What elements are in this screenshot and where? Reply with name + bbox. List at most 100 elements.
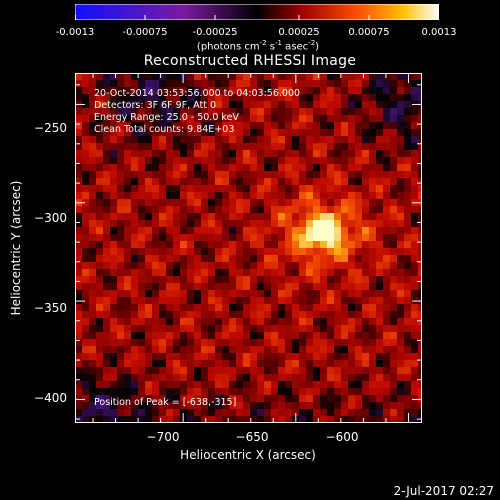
heatmap-cell: [404, 395, 412, 403]
heatmap-cell: [404, 206, 412, 214]
heatmap-cell: [82, 73, 90, 81]
heatmap-cell: [334, 220, 342, 228]
heatmap-cell: [131, 381, 139, 389]
heatmap-cell: [285, 199, 293, 207]
heatmap-cell: [299, 269, 307, 277]
heatmap-cell: [173, 185, 181, 193]
heatmap-cell: [390, 101, 398, 109]
heatmap-cell: [250, 339, 258, 347]
heatmap-cell: [362, 108, 370, 116]
heatmap-cell: [264, 101, 272, 109]
heatmap-cell: [418, 311, 422, 319]
heatmap-cell: [110, 276, 118, 284]
heatmap-cell: [229, 388, 237, 396]
heatmap-cell: [89, 283, 97, 291]
heatmap-cell: [299, 297, 307, 305]
heatmap-cell: [222, 94, 230, 102]
heatmap-cell: [117, 353, 125, 361]
heatmap-cell: [159, 80, 167, 88]
heatmap-cell: [285, 115, 293, 123]
heatmap-cell: [110, 80, 118, 88]
y-tick-label: −400: [34, 391, 67, 405]
colorbar-tick-label: -0.00025: [192, 27, 238, 38]
heatmap-cell: [397, 367, 405, 375]
heatmap-cell: [215, 304, 223, 312]
heatmap-cell: [278, 129, 286, 137]
heatmap-cell: [320, 157, 328, 165]
heatmap-cell: [334, 80, 342, 88]
heatmap-cell: [320, 220, 328, 228]
heatmap-cell: [334, 73, 342, 81]
heatmap-cell: [75, 129, 83, 137]
heatmap-cell: [362, 136, 370, 144]
heatmap-cell: [348, 409, 356, 417]
heatmap-cell: [243, 171, 251, 179]
heatmap-cell: [124, 164, 132, 172]
heatmap-cell: [278, 178, 286, 186]
heatmap-cell: [180, 164, 188, 172]
heatmap-cell: [355, 164, 363, 172]
heatmap-cell: [369, 297, 377, 305]
heatmap-cell: [271, 255, 279, 263]
heatmap-cell: [124, 129, 132, 137]
heatmap-cell: [173, 297, 181, 305]
heatmap-cell: [75, 206, 83, 214]
heatmap-cell: [145, 297, 153, 305]
heatmap-cell: [341, 122, 349, 130]
heatmap-cell: [159, 318, 167, 326]
heatmap-cell: [180, 395, 188, 403]
heatmap-cell: [215, 178, 223, 186]
heatmap-cell: [299, 304, 307, 312]
heatmap-cell: [285, 283, 293, 291]
heatmap-cell: [334, 157, 342, 165]
heatmap-cell: [173, 73, 181, 81]
heatmap-cell: [313, 157, 321, 165]
heatmap-cell: [376, 311, 384, 319]
heatmap-cell: [250, 367, 258, 375]
heatmap-cell: [222, 339, 230, 347]
heatmap-cell: [138, 409, 146, 417]
heatmap-cell: [397, 213, 405, 221]
heatmap-cell: [355, 171, 363, 179]
heatmap-cell: [110, 339, 118, 347]
heatmap-cell: [299, 150, 307, 158]
heatmap-cell: [257, 241, 265, 249]
heatmap-cell: [166, 213, 174, 221]
heatmap-cell: [320, 87, 328, 95]
heatmap-cell: [320, 122, 328, 130]
heatmap-cell: [362, 255, 370, 263]
heatmap-cell: [215, 339, 223, 347]
heatmap-cell: [103, 388, 111, 396]
heatmap-cell: [355, 325, 363, 333]
heatmap-cell: [306, 122, 314, 130]
heatmap-cell: [404, 171, 412, 179]
heatmap-cell: [82, 297, 90, 305]
heatmap-cell: [82, 255, 90, 263]
axis-ticks: [75, 73, 422, 423]
heatmap-cell: [327, 178, 335, 186]
heatmap-cell: [131, 108, 139, 116]
heatmap-cell: [131, 143, 139, 151]
heatmap-cell: [75, 388, 83, 396]
heatmap-cell: [222, 360, 230, 368]
heatmap-cell: [138, 269, 146, 277]
heatmap-cell: [306, 353, 314, 361]
heatmap-cell: [215, 136, 223, 144]
heatmap-cell: [110, 171, 118, 179]
heatmap-cell: [131, 136, 139, 144]
heatmap-cell: [131, 94, 139, 102]
heatmap-cell: [124, 297, 132, 305]
heatmap-cell: [327, 143, 335, 151]
heatmap-cell: [194, 374, 202, 382]
heatmap-cell: [75, 374, 83, 382]
heatmap-cell: [89, 122, 97, 130]
heatmap-cell: [201, 276, 209, 284]
heatmap-cell: [348, 101, 356, 109]
heatmap-cell: [306, 73, 314, 81]
heatmap-cell: [138, 339, 146, 347]
heatmap-cell: [117, 290, 125, 298]
heatmap-cell: [334, 416, 342, 423]
heatmap-cell: [166, 269, 174, 277]
heatmap-cell: [362, 143, 370, 151]
heatmap-cell: [117, 220, 125, 228]
